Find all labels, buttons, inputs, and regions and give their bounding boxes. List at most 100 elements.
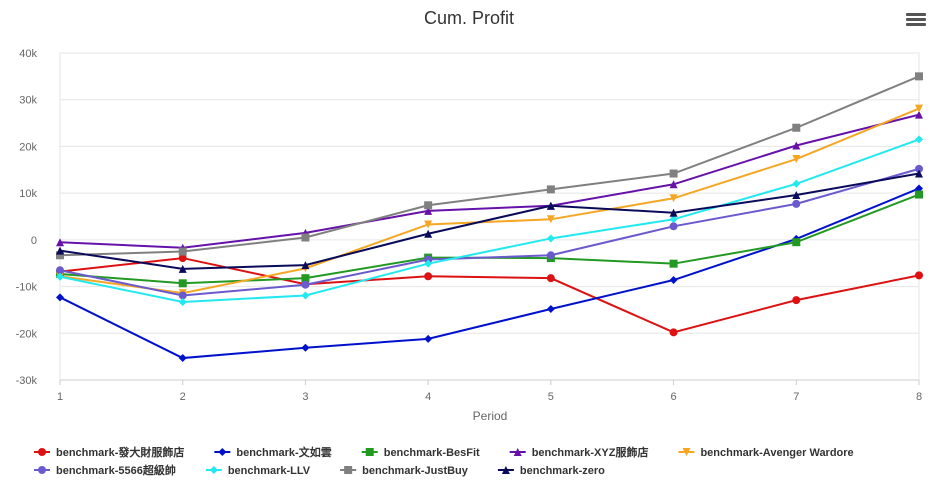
legend-item[interactable]: benchmark-5566超級帥 [34, 463, 176, 477]
series-line [59, 167, 920, 297]
series [56, 135, 923, 306]
series [56, 72, 923, 260]
legend-item[interactable]: benchmark-發大財服飾店 [34, 445, 184, 459]
legend-item[interactable]: benchmark-LLV [205, 465, 311, 477]
series [56, 169, 923, 273]
series-line [59, 138, 920, 303]
y-tick-label: 30k [19, 95, 37, 107]
legend-marker [501, 466, 510, 474]
legend-label: benchmark-BesFit [384, 447, 480, 459]
data-point [669, 222, 678, 231]
series-line [59, 187, 920, 360]
x-tick-label: 6 [671, 391, 677, 403]
x-tick-label: 7 [793, 391, 799, 403]
x-tick-label: 8 [916, 391, 922, 403]
data-point [301, 274, 310, 283]
data-point [915, 104, 923, 113]
series [56, 110, 923, 252]
data-point [178, 297, 187, 306]
data-point [792, 238, 801, 247]
y-tick-label: -30k [16, 375, 38, 387]
data-point [424, 201, 433, 210]
data-point [178, 264, 187, 273]
y-tick-label: 10k [19, 188, 37, 200]
data-point [56, 272, 64, 281]
data-point [546, 251, 555, 260]
series-group [56, 72, 923, 363]
data-point [669, 276, 678, 285]
chart-title: Cum. Profit [424, 8, 514, 28]
data-point [424, 220, 433, 229]
data-point [792, 191, 801, 200]
data-point [669, 180, 678, 189]
y-tick-label: -10k [16, 282, 38, 294]
grid-lines [59, 52, 920, 381]
data-point [915, 110, 923, 119]
data-point [669, 208, 678, 217]
x-tick-label: 2 [180, 391, 186, 403]
legend-label: benchmark-文如雲 [236, 445, 331, 459]
data-point [792, 179, 801, 188]
legend-item[interactable]: benchmark-JustBuy [340, 465, 469, 477]
data-point [424, 206, 433, 215]
legend-label: benchmark-JustBuy [362, 465, 469, 477]
data-point [669, 194, 678, 203]
x-tick-label: 5 [548, 391, 554, 403]
data-point [56, 238, 64, 247]
data-point [546, 304, 555, 313]
hamburger-menu-icon[interactable] [906, 11, 926, 31]
data-point [669, 215, 678, 224]
legend-item[interactable]: benchmark-文如雲 [214, 445, 332, 459]
data-point [792, 296, 801, 305]
x-axis: 1 2 3 4 5 6 7 8 [57, 379, 922, 403]
data-point [56, 293, 64, 302]
legend-marker [682, 448, 691, 456]
data-point [301, 280, 310, 289]
data-point [546, 185, 555, 194]
y-tick-label: -20k [16, 328, 38, 340]
x-tick-label: 1 [57, 391, 63, 403]
data-point [915, 184, 923, 193]
legend-marker [209, 466, 218, 474]
series-line [59, 107, 920, 295]
legend-item[interactable]: benchmark-zero [497, 465, 605, 477]
menu-bar [906, 13, 926, 16]
data-point [792, 141, 801, 150]
legend: benchmark-發大財服飾店 benchmark-文如雲 benchmark-B… [34, 445, 854, 477]
plot-frame [59, 52, 920, 381]
data-point [424, 255, 433, 264]
data-point [915, 271, 923, 280]
data-point [301, 233, 310, 242]
legend-label: benchmark-5566超級帥 [56, 463, 176, 477]
series [56, 184, 923, 363]
x-tick-label: 3 [302, 391, 308, 403]
legend-label: benchmark-發大財服飾店 [56, 445, 184, 459]
data-point [178, 254, 187, 263]
legend-label: benchmark-XYZ服飾店 [532, 445, 649, 459]
data-point [178, 354, 187, 363]
data-point [669, 328, 678, 337]
y-axis: -30k -20k -10k 0 10k 20k 30k 40k [16, 48, 38, 387]
legend-marker [38, 466, 46, 474]
data-point [178, 279, 187, 288]
legend-marker [365, 448, 374, 456]
data-point [56, 266, 64, 275]
data-point [424, 272, 433, 281]
legend-label: benchmark-Avenger Wardore [700, 447, 853, 459]
legend-label: benchmark-LLV [228, 465, 311, 477]
series-line [59, 113, 920, 249]
legend-marker [38, 448, 46, 456]
data-point [669, 169, 678, 178]
legend-item[interactable]: benchmark-Avenger Wardore [678, 447, 854, 459]
data-point [546, 234, 555, 243]
data-point [915, 164, 923, 173]
legend-label: benchmark-zero [520, 465, 605, 477]
x-tick-label: 4 [425, 391, 431, 403]
series [56, 164, 923, 300]
legend-item[interactable]: benchmark-XYZ服飾店 [509, 445, 649, 459]
menu-bar [906, 23, 926, 26]
data-point [178, 291, 187, 300]
legend-item[interactable]: benchmark-BesFit [361, 447, 480, 459]
data-point [424, 334, 433, 343]
data-point [792, 123, 801, 132]
